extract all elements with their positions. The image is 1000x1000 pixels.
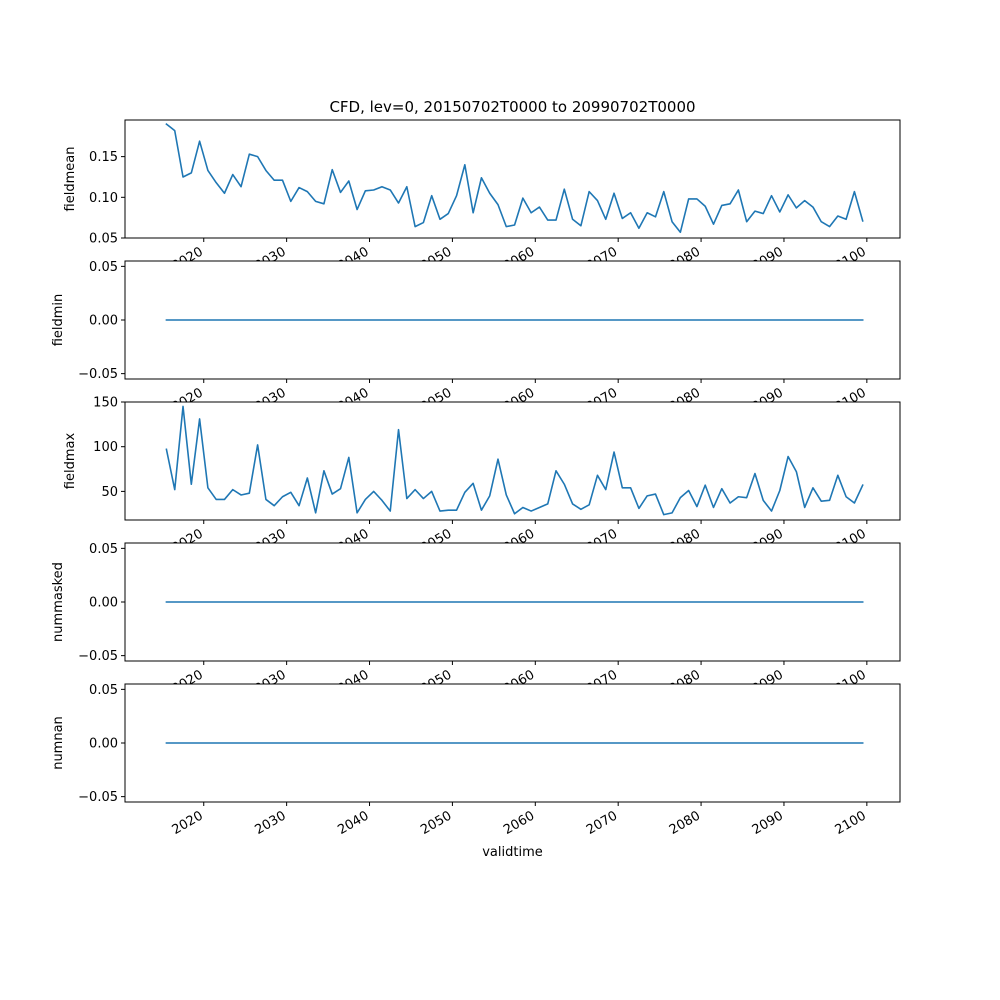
y-tick-label: −0.05 [78,649,118,664]
y-tick-label: 150 [93,396,118,411]
y-tick-label: 0.00 [89,596,118,611]
y-tick-label: 0.00 [89,737,118,752]
y-tick-label: 0.05 [89,542,118,557]
y-axis-label: fieldmax [63,433,78,490]
y-axis-label: fieldmin [51,294,66,347]
y-axis-label: fieldmean [63,147,78,212]
y-tick-label: −0.05 [78,790,118,805]
axes-frame [124,542,901,662]
y-tick-label: −0.05 [78,367,118,382]
axes-frame [124,401,901,521]
y-tick-label: 0.15 [89,150,118,165]
y-tick-label: 0.05 [89,232,118,247]
y-axis-label: numnan [51,716,66,770]
y-tick-label: 0.05 [89,260,118,275]
axes-frame [124,683,901,803]
series-line-fieldmax [165,405,864,516]
y-tick-label: 100 [93,440,118,455]
x-axis-label: validtime [482,845,543,860]
y-axis-label: nummasked [51,562,66,642]
panel-background [125,402,900,520]
y-tick-label: 0.10 [89,191,118,206]
chart-title: CFD, lev=0, 20150702T0000 to 20990702T00… [329,98,695,116]
axes-frame [124,119,901,239]
axes-frame [124,260,901,380]
series-line-fieldmean [165,122,864,234]
y-tick-label: 0.00 [89,314,118,329]
y-tick-label: 0.05 [89,683,118,698]
y-tick-label: 50 [101,485,118,500]
